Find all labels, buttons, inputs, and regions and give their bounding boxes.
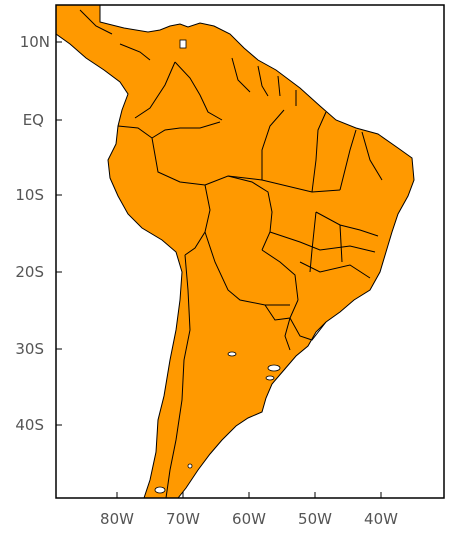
lat-label: 10N [20, 33, 50, 51]
lat-label: 20S [15, 263, 44, 281]
lat-label: 40S [15, 416, 44, 434]
lon-label: 70W [166, 510, 200, 528]
lon-label: 40W [364, 510, 398, 528]
country-borders [56, 5, 415, 498]
lat-label: 30S [15, 340, 44, 358]
lat-label: EQ [23, 111, 44, 129]
small-features [154, 39, 281, 494]
plot-frame [55, 4, 445, 499]
axis-ticks [56, 41, 382, 498]
lon-label: 80W [100, 510, 134, 528]
lat-label: 10S [15, 186, 44, 204]
lon-label: 60W [232, 510, 266, 528]
lon-label: 50W [298, 510, 332, 528]
